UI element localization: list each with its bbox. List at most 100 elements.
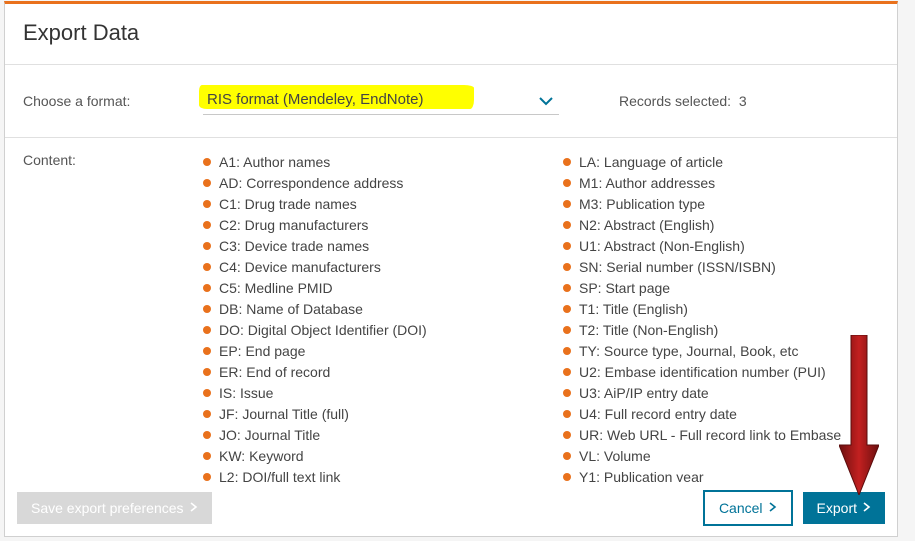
save-preferences-button[interactable]: Save export preferences [17,492,212,524]
bullet-icon [563,179,571,187]
content-item: JF: Journal Title (full) [203,404,503,425]
content-item: TY: Source type, Journal, Book, etc [563,341,863,362]
bullet-icon [203,179,211,187]
content-item: C1: Drug trade names [203,194,503,215]
bullet-icon [203,263,211,271]
content-column-left: A1: Author namesAD: Correspondence addre… [203,152,503,482]
format-selected-value: RIS format (Mendeley, EndNote) [207,91,423,108]
content-item-label: C3: Device trade names [219,236,369,257]
bullet-icon [563,431,571,439]
bullet-icon [203,221,211,229]
content-item: U2: Embase identification number (PUI) [563,362,863,383]
bullet-icon [203,326,211,334]
content-item-label: M1: Author addresses [579,173,715,194]
content-item: T2: Title (Non-English) [563,320,863,341]
bullet-icon [203,347,211,355]
content-item-label: JO: Journal Title [219,425,320,446]
modal-header: Export Data [5,4,897,65]
page-title: Export Data [23,20,879,46]
export-data-modal: Export Data Choose a format: RIS format … [4,1,898,537]
chevron-right-icon [190,501,198,515]
content-item: L2: DOI/full text link [203,467,503,482]
content-item-label: Y1: Publication year [579,467,704,482]
format-select[interactable]: RIS format (Mendeley, EndNote) [203,87,559,115]
bullet-icon [563,347,571,355]
content-item-label: KW: Keyword [219,446,304,467]
content-item: Y1: Publication year [563,467,863,482]
content-item-label: DB: Name of Database [219,299,363,320]
content-item-label: C5: Medline PMID [219,278,333,299]
content-item-label: T1: Title (English) [579,299,688,320]
bullet-icon [203,368,211,376]
content-item-label: IS: Issue [219,383,273,404]
content-item: C2: Drug manufacturers [203,215,503,236]
format-row: Choose a format: RIS format (Mendeley, E… [5,65,897,138]
content-item-label: C2: Drug manufacturers [219,215,368,236]
bullet-icon [563,263,571,271]
content-item: M1: Author addresses [563,173,863,194]
content-item: C3: Device trade names [203,236,503,257]
bullet-icon [203,431,211,439]
format-label: Choose a format: [23,93,203,109]
chevron-down-icon [539,93,553,109]
content-item: U3: AiP/IP entry date [563,383,863,404]
content-item: SP: Start page [563,278,863,299]
content-item-label: U1: Abstract (Non-English) [579,236,745,257]
content-item-label: T2: Title (Non-English) [579,320,718,341]
content-item: C5: Medline PMID [203,278,503,299]
content-item-label: SP: Start page [579,278,670,299]
content-item-label: U3: AiP/IP entry date [579,383,709,404]
content-item-label: U4: Full record entry date [579,404,737,425]
content-label: Content: [23,152,203,482]
bullet-icon [563,284,571,292]
content-item: KW: Keyword [203,446,503,467]
export-button[interactable]: Export [803,492,885,524]
records-selected: Records selected: 3 [619,93,747,109]
modal-footer: Save export preferences Cancel Export [5,482,897,536]
content-item-label: EP: End page [219,341,305,362]
content-scroll[interactable]: Content: A1: Author namesAD: Corresponde… [5,138,879,482]
content-item: U4: Full record entry date [563,404,863,425]
bullet-icon [203,389,211,397]
bullet-icon [203,473,211,481]
content-item-label: C4: Device manufacturers [219,257,381,278]
content-item: ER: End of record [203,362,503,383]
bullet-icon [563,158,571,166]
content-area: Content: A1: Author namesAD: Corresponde… [5,138,897,482]
content-item: IS: Issue [203,383,503,404]
bullet-icon [563,389,571,397]
content-item: AD: Correspondence address [203,173,503,194]
bullet-icon [563,200,571,208]
content-item: UR: Web URL - Full record link to Embase [563,425,863,446]
content-item: SN: Serial number (ISSN/ISBN) [563,257,863,278]
content-item: JO: Journal Title [203,425,503,446]
content-item: U1: Abstract (Non-English) [563,236,863,257]
content-item: VL: Volume [563,446,863,467]
content-item-label: N2: Abstract (English) [579,215,714,236]
content-item: M3: Publication type [563,194,863,215]
content-item-label: VL: Volume [579,446,651,467]
content-item-label: TY: Source type, Journal, Book, etc [579,341,798,362]
bullet-icon [203,305,211,313]
content-item-label: ER: End of record [219,362,330,383]
bullet-icon [563,242,571,250]
content-column-right: LA: Language of articleM1: Author addres… [563,152,863,482]
content-item-label: DO: Digital Object Identifier (DOI) [219,320,427,341]
bullet-icon [203,200,211,208]
content-item: LA: Language of article [563,152,863,173]
bullet-icon [203,284,211,292]
content-item-label: AD: Correspondence address [219,173,403,194]
bullet-icon [203,410,211,418]
content-item-label: LA: Language of article [579,152,723,173]
content-item: EP: End page [203,341,503,362]
cancel-button[interactable]: Cancel [703,490,793,526]
content-item-label: A1: Author names [219,152,330,173]
bullet-icon [203,158,211,166]
chevron-right-icon [769,501,777,515]
content-item: T1: Title (English) [563,299,863,320]
content-item-label: JF: Journal Title (full) [219,404,349,425]
content-item: N2: Abstract (English) [563,215,863,236]
content-item-label: U2: Embase identification number (PUI) [579,362,826,383]
bullet-icon [563,305,571,313]
content-item: DO: Digital Object Identifier (DOI) [203,320,503,341]
